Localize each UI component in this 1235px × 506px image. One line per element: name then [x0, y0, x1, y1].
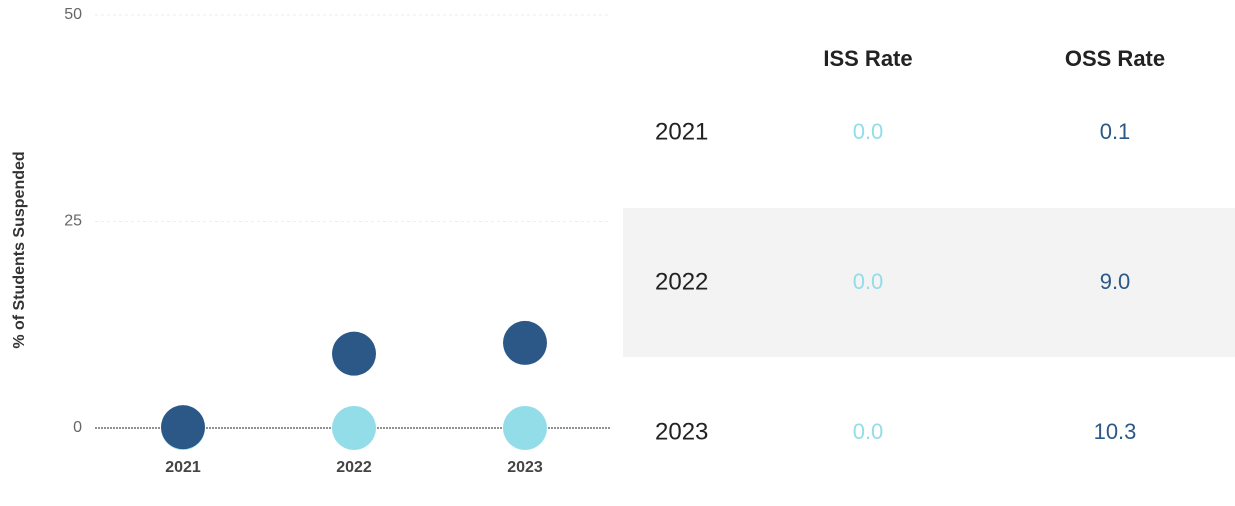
dot — [503, 320, 547, 365]
rate-cell: 0.0 — [853, 419, 884, 444]
y-tick-label: 25 — [64, 213, 82, 230]
rate-cell: 0.1 — [1100, 119, 1131, 144]
rate-cell: 0.0 — [853, 119, 884, 144]
row-year: 2022 — [655, 268, 708, 295]
y-tick-label: 0 — [73, 419, 82, 436]
column-header: ISS Rate — [823, 46, 912, 71]
dot — [332, 406, 376, 450]
x-tick-label: 2021 — [165, 459, 201, 476]
dot — [161, 405, 205, 450]
y-tick-label: 50 — [64, 6, 82, 23]
x-tick-label: 2023 — [507, 459, 543, 476]
x-tick-label: 2022 — [336, 459, 372, 476]
rate-cell: 9.0 — [1100, 269, 1131, 294]
rate-cell: 10.3 — [1094, 419, 1137, 444]
row-year: 2023 — [655, 418, 708, 445]
row-highlight — [623, 208, 1235, 357]
dot — [503, 406, 547, 450]
row-year: 2021 — [655, 118, 708, 145]
dot — [332, 331, 376, 376]
column-header: OSS Rate — [1065, 46, 1165, 71]
y-axis-label: % of Students Suspended — [11, 151, 28, 348]
rate-cell: 0.0 — [853, 269, 884, 294]
